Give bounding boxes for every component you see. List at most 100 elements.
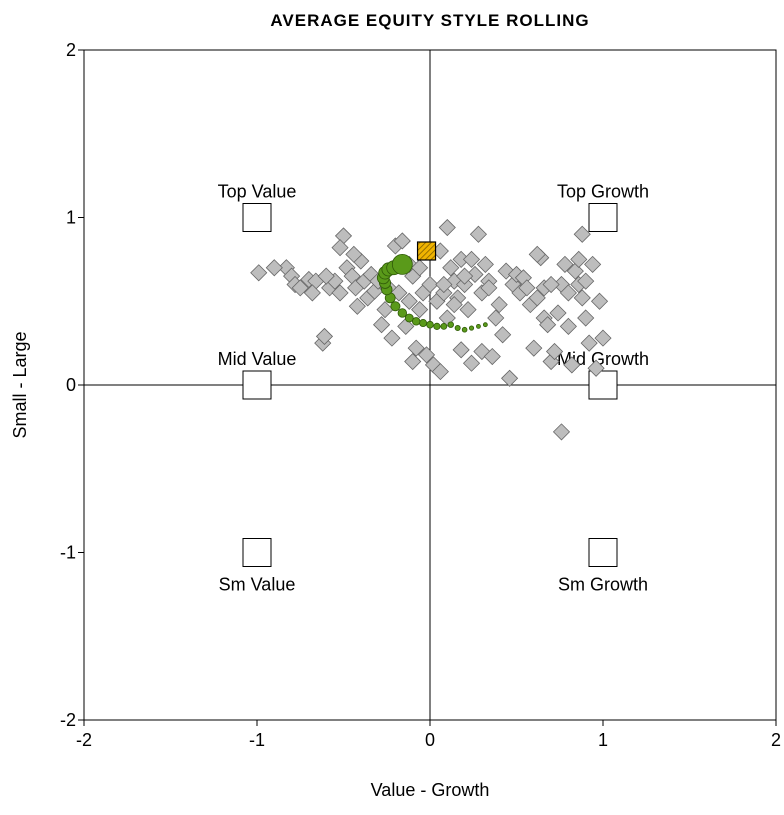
style-box bbox=[242, 538, 272, 567]
y-tick-label: -2 bbox=[60, 710, 76, 730]
diamond-point bbox=[587, 359, 605, 377]
style-box-label: Mid Value bbox=[218, 349, 297, 369]
style-box bbox=[588, 203, 618, 232]
trail-point bbox=[476, 323, 481, 329]
diamond-point bbox=[417, 346, 436, 364]
diamond-point bbox=[549, 304, 567, 322]
diamond-point bbox=[539, 316, 557, 334]
diamond-point bbox=[442, 259, 460, 277]
diamond-point bbox=[456, 267, 474, 285]
diamond-point bbox=[431, 363, 449, 381]
diamond-point bbox=[487, 309, 505, 327]
style-box-label: Top Value bbox=[218, 182, 297, 202]
style-box-label: Mid Growth bbox=[557, 349, 649, 369]
diamond-point bbox=[348, 297, 366, 315]
diamond-point bbox=[372, 316, 391, 334]
diamond-point bbox=[573, 289, 591, 307]
trail-point bbox=[404, 313, 414, 323]
diamond-point bbox=[317, 267, 335, 285]
diamond-point bbox=[545, 342, 564, 361]
current-point bbox=[416, 241, 437, 261]
trail-point bbox=[433, 322, 441, 330]
diamond-point bbox=[501, 369, 519, 387]
diamond-point bbox=[383, 329, 401, 347]
diamond-point bbox=[462, 250, 481, 268]
diamond-point bbox=[459, 301, 477, 319]
style-box-label: Sm Value bbox=[219, 575, 296, 595]
trail-point bbox=[440, 322, 448, 330]
y-tick-label: 2 bbox=[66, 40, 76, 60]
diamond-point bbox=[469, 225, 488, 243]
diamond-point bbox=[584, 255, 602, 273]
diamond-point bbox=[452, 341, 470, 359]
diamond-point bbox=[397, 317, 415, 335]
diamond-point bbox=[580, 334, 598, 352]
diamond-point bbox=[556, 255, 574, 273]
trail-point bbox=[447, 321, 454, 328]
diamond-point bbox=[462, 354, 481, 372]
diamond-point bbox=[528, 245, 546, 263]
chart-title: AVERAGE EQUITY STYLE ROLLING bbox=[270, 11, 589, 30]
diamond-point bbox=[563, 356, 581, 374]
diamond-point bbox=[400, 292, 418, 310]
diamond-point bbox=[303, 284, 321, 302]
trail-point bbox=[482, 322, 488, 328]
style-box bbox=[242, 370, 272, 400]
diamond-point bbox=[476, 255, 494, 273]
y-tick-label: 0 bbox=[66, 375, 76, 395]
diamond-point bbox=[265, 259, 283, 277]
diamond-point bbox=[594, 329, 612, 347]
diamond-point bbox=[345, 245, 363, 263]
diamond-point bbox=[480, 279, 498, 297]
diamond-point bbox=[490, 296, 508, 314]
trail-point bbox=[391, 253, 413, 275]
x-axis-label: Value - Growth bbox=[371, 780, 490, 800]
diamond-point bbox=[570, 250, 588, 268]
diamond-point bbox=[407, 339, 425, 357]
diamond-point bbox=[525, 339, 543, 357]
diamond-point bbox=[331, 284, 349, 302]
diamond-point bbox=[411, 301, 429, 319]
style-box bbox=[242, 203, 272, 232]
trail-point bbox=[419, 319, 428, 328]
y-tick-label: -1 bbox=[60, 543, 76, 563]
diamond-point bbox=[421, 275, 439, 294]
y-tick-label: 1 bbox=[66, 208, 76, 228]
x-tick-label: 0 bbox=[425, 730, 435, 750]
diamond-point bbox=[552, 423, 571, 441]
y-axis-label: Small - Large bbox=[10, 331, 30, 438]
diamond-point bbox=[466, 265, 484, 284]
style-box-label: Top Growth bbox=[557, 182, 649, 202]
trail-point bbox=[454, 325, 461, 332]
x-tick-label: -2 bbox=[76, 730, 92, 750]
diamond-point bbox=[518, 279, 536, 297]
diamond-point bbox=[577, 272, 595, 290]
trail-point bbox=[461, 326, 468, 333]
x-tick-label: -1 bbox=[249, 730, 265, 750]
diamond-point bbox=[590, 292, 609, 310]
diamond-point bbox=[577, 309, 595, 327]
style-box bbox=[588, 538, 618, 567]
diamond-point bbox=[559, 284, 577, 302]
diamond-point bbox=[445, 296, 463, 314]
diamond-point bbox=[483, 347, 501, 366]
diamond-point bbox=[438, 218, 456, 237]
diamond-point bbox=[573, 225, 591, 243]
diamond-point bbox=[250, 264, 268, 282]
x-tick-label: 1 bbox=[598, 730, 608, 750]
diamond-point bbox=[404, 352, 422, 371]
style-box bbox=[588, 370, 618, 400]
trail-point bbox=[411, 317, 421, 326]
trail-point bbox=[390, 301, 401, 312]
x-tick-label: 2 bbox=[771, 730, 781, 750]
diamond-point bbox=[393, 232, 411, 250]
diamond-point bbox=[291, 279, 309, 297]
diamond-point bbox=[542, 275, 560, 294]
trail-point bbox=[468, 325, 475, 331]
diamond-point bbox=[435, 275, 453, 294]
diamond-point bbox=[376, 301, 394, 319]
trail-point bbox=[397, 308, 408, 318]
diamond-point bbox=[559, 317, 577, 335]
diamond-point bbox=[331, 239, 349, 257]
